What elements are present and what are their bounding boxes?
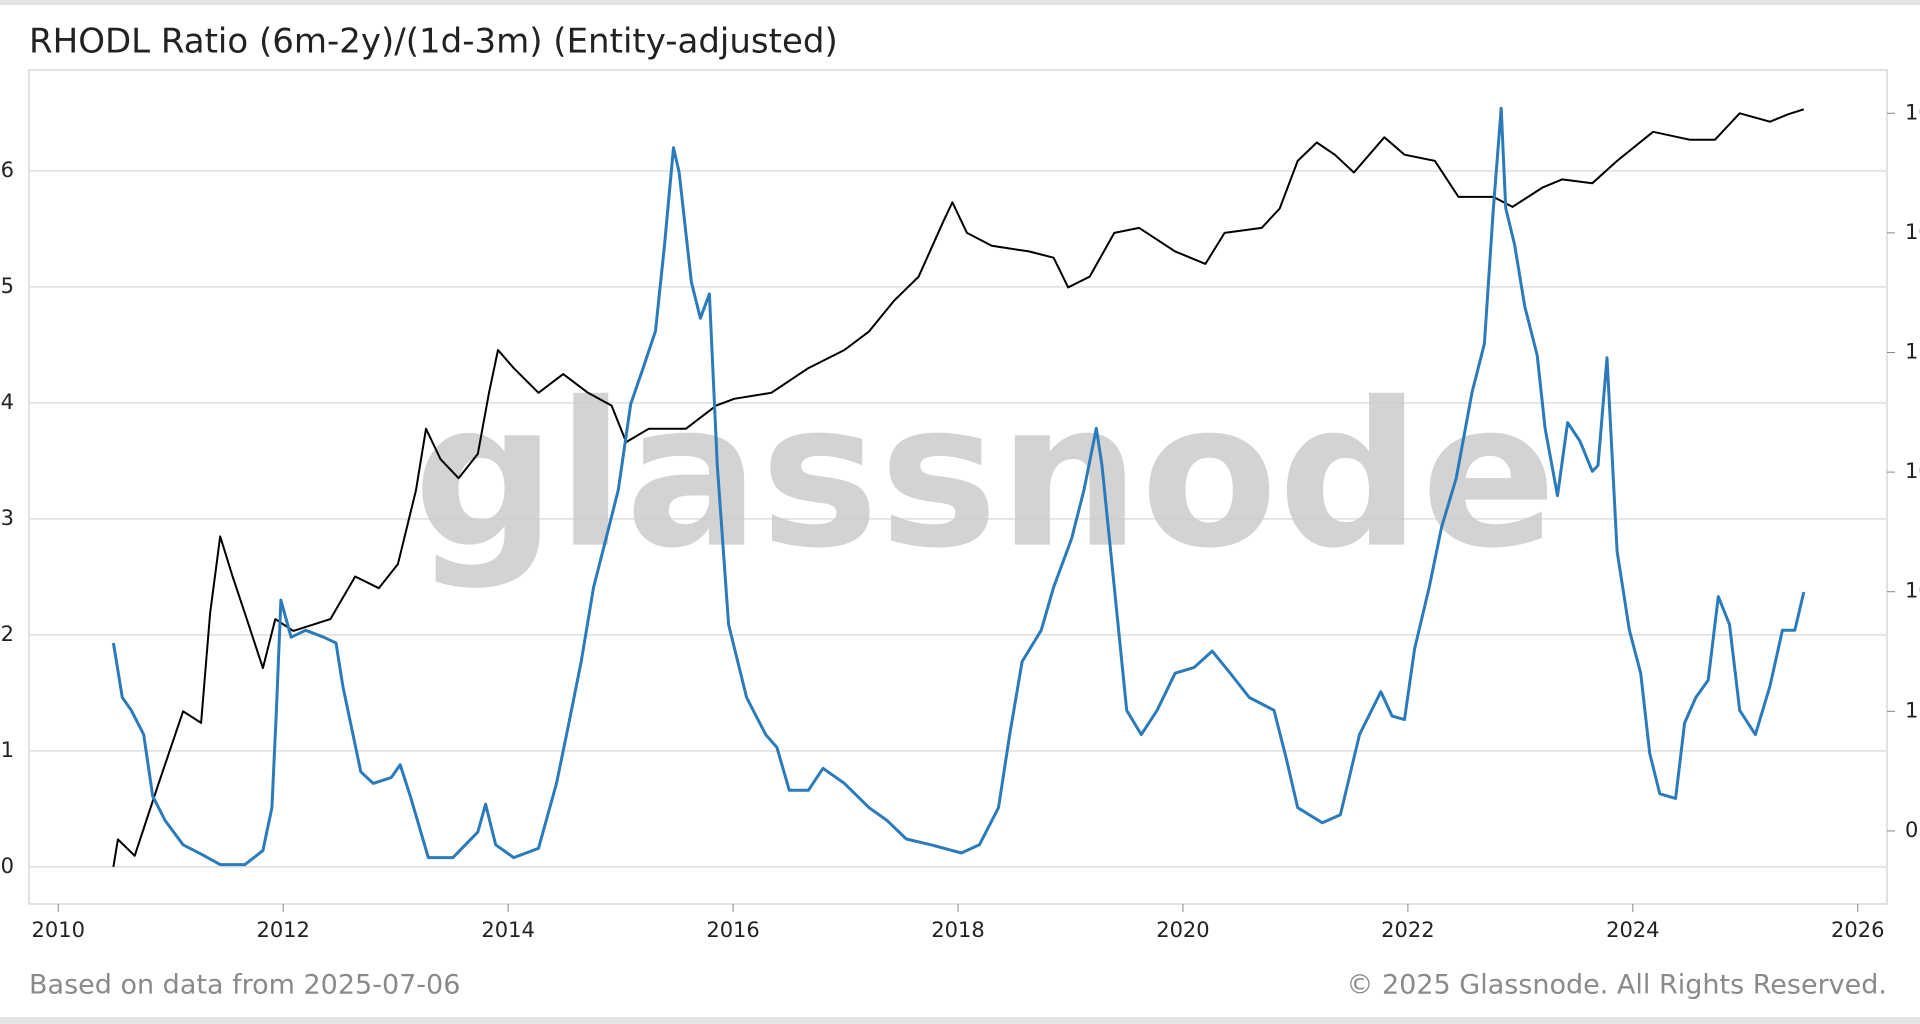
y-tick-label: 5 [1, 274, 14, 298]
y-tick-label: 1 [1, 738, 14, 762]
top-bar [0, 0, 1920, 5]
copyright: © 2025 Glassnode. All Rights Reserved. [1346, 970, 1887, 1001]
x-tick-label: 2026 [1831, 918, 1884, 942]
x-tick-label: 2016 [706, 918, 759, 942]
y-tick-label: 4 [1, 390, 14, 414]
x-tick-label: 2024 [1606, 918, 1659, 942]
y2-tick-label: 100 [1905, 459, 1920, 483]
source-note: Based on data from 2025-07-06 [29, 970, 460, 1001]
x-tick-label: 2010 [32, 918, 85, 942]
x-tick-label: 2014 [481, 918, 534, 942]
y-tick-label: 3 [1, 506, 14, 530]
y2-tick-label: 100K [1905, 100, 1920, 124]
y-tick-label: 6 [1, 158, 14, 182]
y2-tick-label: 10K [1905, 220, 1920, 244]
y2-tick-label: 1 [1905, 698, 1918, 722]
y2-tick-label: 0.1 [1905, 818, 1920, 842]
y-tick-label: 0 [1, 854, 14, 878]
x-tick-label: 2020 [1156, 918, 1209, 942]
x-tick-label: 2012 [256, 918, 309, 942]
y2-tick-label: 10 [1905, 579, 1920, 603]
y-tick-label: 2 [1, 622, 14, 646]
chart-title: RHODL Ratio (6m-2y)/(1d-3m) (Entity-adju… [29, 22, 838, 62]
x-tick-label: 2018 [931, 918, 984, 942]
bottom-bar [0, 1017, 1920, 1024]
watermark: glassnode [413, 360, 1556, 593]
x-tick-label: 2022 [1381, 918, 1434, 942]
y2-tick-label: 1K [1905, 339, 1920, 363]
series-line [111, 106, 1806, 867]
